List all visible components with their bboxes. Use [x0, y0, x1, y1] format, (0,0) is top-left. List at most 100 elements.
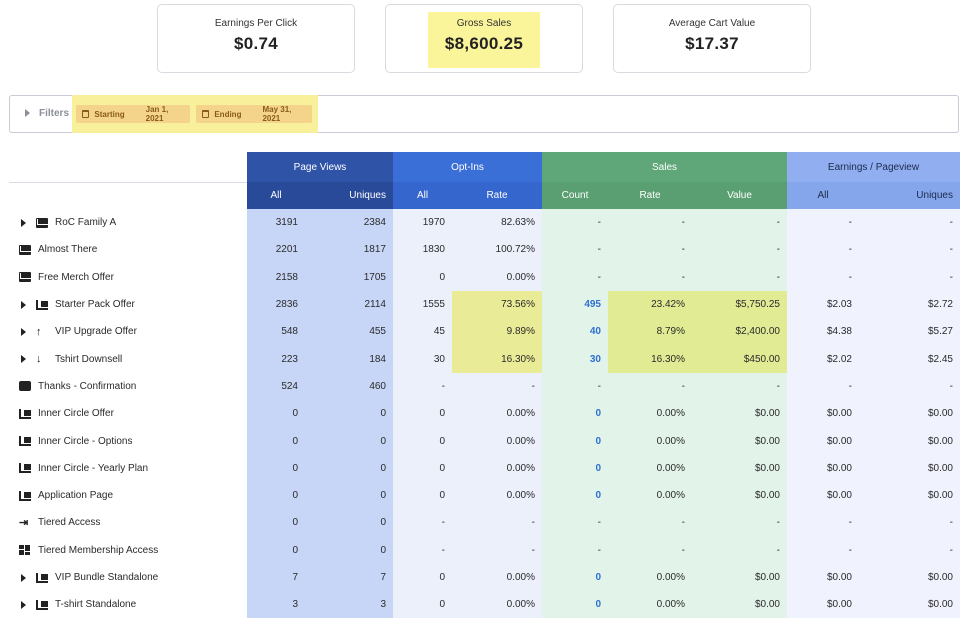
kpi-earnings-per-click: Earnings Per Click $0.74	[157, 4, 355, 73]
header-spacer	[9, 152, 247, 182]
col-header[interactable]: All	[787, 182, 859, 209]
col-header[interactable]: All	[393, 182, 452, 209]
cell-opt-ins-rate: 9.89%	[452, 318, 542, 346]
step-name[interactable]: Tshirt Downsell	[55, 353, 123, 365]
cell-sales-rate: -	[608, 536, 692, 564]
step-name-cell[interactable]: ↓ Tshirt Downsell	[9, 345, 247, 372]
col-header[interactable]: Count	[542, 182, 608, 209]
cell-sales-count: 0	[542, 563, 608, 592]
step-name[interactable]: T-shirt Standalone	[55, 599, 137, 611]
step-name-cell[interactable]: VIP Bundle Standalone	[9, 564, 247, 591]
cell-sales-rate: -	[608, 209, 692, 237]
step-name-cell[interactable]: T-shirt Standalone	[9, 591, 247, 618]
cell-opt-ins-rate: 82.63%	[452, 209, 542, 237]
table-row[interactable]: Starter Pack Offer 2836 2114 1555 73.56% 495 2…	[9, 290, 960, 319]
cell-page-views-all: 0	[247, 454, 305, 482]
chip-label: Starting	[94, 109, 125, 119]
step-name-cell[interactable]: Inner Circle - Options	[9, 427, 247, 454]
cell-sales-value: $0.00	[692, 454, 787, 482]
table-row[interactable]: T-shirt Standalone 3 3 0 0.00% 0 0.00% $0.00 $0.…	[9, 591, 960, 619]
table-row[interactable]: Inner Circle Offer 0 0 0 0.00% 0 0.00% $0.00 $0.…	[9, 400, 960, 428]
table-row[interactable]: ↑ VIP Upgrade Offer 548 455 45 9.89% 40 8.79% $2…	[9, 318, 960, 346]
table-row[interactable]: Free Merch Offer 2158 1705 0 0.00% - - - - -	[9, 263, 960, 291]
col-header[interactable]: Rate	[608, 182, 692, 209]
header-spacer	[9, 181, 247, 209]
col-header[interactable]: Uniques	[859, 182, 960, 209]
table-row[interactable]: RoC Family A 3191 2384 1970 82.63% - - - - -	[9, 209, 960, 237]
cell-opt-ins-all: 1555	[393, 290, 452, 319]
kpi-value: $0.74	[233, 34, 279, 53]
table-row[interactable]: ⇥ Tiered Access 0 0- - - - - - -	[9, 509, 960, 537]
step-name[interactable]: Tiered Access	[38, 517, 101, 529]
step-name-cell[interactable]: Starter Pack Offer	[9, 291, 247, 318]
cell-earnings-all: -	[787, 236, 859, 264]
col-header[interactable]: Value	[692, 182, 787, 209]
step-name[interactable]: RoC Family A	[55, 217, 117, 229]
cell-sales-count: 40	[542, 318, 608, 346]
step-name[interactable]: VIP Bundle Standalone	[55, 572, 159, 583]
cart-icon	[19, 490, 31, 501]
cell-page-views-all: 548	[247, 318, 305, 346]
table-row[interactable]: Application Page 0 0 0 0.00% 0 0.00% $0.00 $0.00…	[9, 481, 960, 510]
cell-page-views-all: 2201	[247, 236, 305, 264]
starting-date-chip[interactable]: Starting Jan 1, 2021	[76, 105, 190, 123]
col-header[interactable]: Rate	[452, 182, 542, 209]
table-row[interactable]: VIP Bundle Standalone 7 7 0 0.00% 0 0.00% $0.00…	[9, 563, 960, 592]
step-name[interactable]: Application Page	[38, 490, 114, 502]
step-name[interactable]: Starter Pack Offer	[55, 299, 135, 311]
step-name-cell[interactable]: RoC Family A	[9, 209, 247, 236]
filters-title[interactable]: Filters	[39, 108, 70, 119]
filters-bar[interactable]: Filters Starting Jan 1, 2021 Ending May …	[9, 95, 959, 133]
step-name-cell[interactable]: ⇥ Tiered Access	[9, 509, 247, 536]
table-row[interactable]: Inner Circle - Yearly Plan 0 0 0 0.00% 0 0.00%…	[9, 454, 960, 482]
expand-caret-icon[interactable]	[21, 600, 26, 609]
cell-page-views-uniques: 0	[305, 400, 393, 428]
cell-page-views-uniques: 0	[305, 454, 393, 482]
expand-caret-icon[interactable]	[21, 355, 26, 364]
cell-opt-ins-all: 0	[393, 427, 452, 455]
cell-sales-value: $0.00	[692, 481, 787, 510]
step-name-cell[interactable]: Almost There	[9, 236, 247, 263]
col-header[interactable]: All	[247, 182, 305, 209]
cell-sales-rate: 0.00%	[608, 400, 692, 428]
step-name[interactable]: Inner Circle - Options	[38, 435, 133, 447]
cell-opt-ins-all: -	[393, 536, 452, 564]
table-row[interactable]: Inner Circle - Options 0 0 0 0.00% 0 0.00% $0.0…	[9, 427, 960, 455]
cell-opt-ins-rate: 100.72%	[452, 236, 542, 264]
step-name[interactable]: Almost There	[38, 244, 98, 256]
step-name-cell[interactable]: Thanks - Confirmation	[9, 373, 247, 400]
step-name[interactable]: Inner Circle - Yearly Plan	[38, 462, 149, 474]
step-name-cell[interactable]: Free Merch Offer	[9, 264, 247, 291]
step-name-cell[interactable]: Tiered Membership Access	[9, 537, 247, 564]
cell-sales-value: -	[692, 236, 787, 264]
step-name[interactable]: Thanks - Confirmation	[38, 380, 137, 392]
expand-caret-icon[interactable]	[21, 218, 26, 227]
table-row[interactable]: ↓ Tshirt Downsell 223 184 30 16.30% 30 16.30% $4…	[9, 345, 960, 373]
cell-sales-count: 30	[542, 345, 608, 373]
step-name[interactable]: Inner Circle Offer	[38, 408, 114, 420]
expand-caret-icon[interactable]	[21, 573, 26, 582]
table-row[interactable]: Tiered Membership Access 0 0- - - - - - -	[9, 536, 960, 564]
col-header[interactable]: Uniques	[305, 182, 393, 209]
cell-page-views-uniques: 0	[305, 427, 393, 455]
caret-right-icon[interactable]	[25, 109, 30, 117]
step-name-cell[interactable]: Inner Circle - Yearly Plan	[9, 455, 247, 482]
dashboard-icon	[19, 545, 31, 556]
kpi-average-cart-value: Average Cart Value $17.37	[613, 4, 811, 73]
expand-caret-icon[interactable]	[21, 327, 26, 336]
step-name-cell[interactable]: Inner Circle Offer	[9, 400, 247, 427]
table-row[interactable]: Almost There 2201 1817 1830 100.72% - - - - -	[9, 236, 960, 264]
cell-page-views-all: 7	[247, 563, 305, 592]
cell-opt-ins-all: 1970	[393, 209, 452, 237]
table-row[interactable]: Thanks - Confirmation 524 460- - - - - - -	[9, 372, 960, 401]
expand-caret-icon[interactable]	[21, 300, 26, 309]
kpi-value: $8,600.25	[444, 34, 524, 53]
step-name[interactable]: Tiered Membership Access	[38, 544, 159, 556]
ending-date-chip[interactable]: Ending May 31, 2021	[196, 105, 312, 123]
step-name[interactable]: Free Merch Offer	[38, 271, 114, 283]
step-name-cell[interactable]: ↑ VIP Upgrade Offer	[9, 318, 247, 345]
cart-icon	[36, 299, 48, 310]
step-name[interactable]: VIP Upgrade Offer	[55, 326, 137, 338]
step-name-cell[interactable]: Application Page	[9, 482, 247, 509]
cell-opt-ins-all: 0	[393, 454, 452, 482]
